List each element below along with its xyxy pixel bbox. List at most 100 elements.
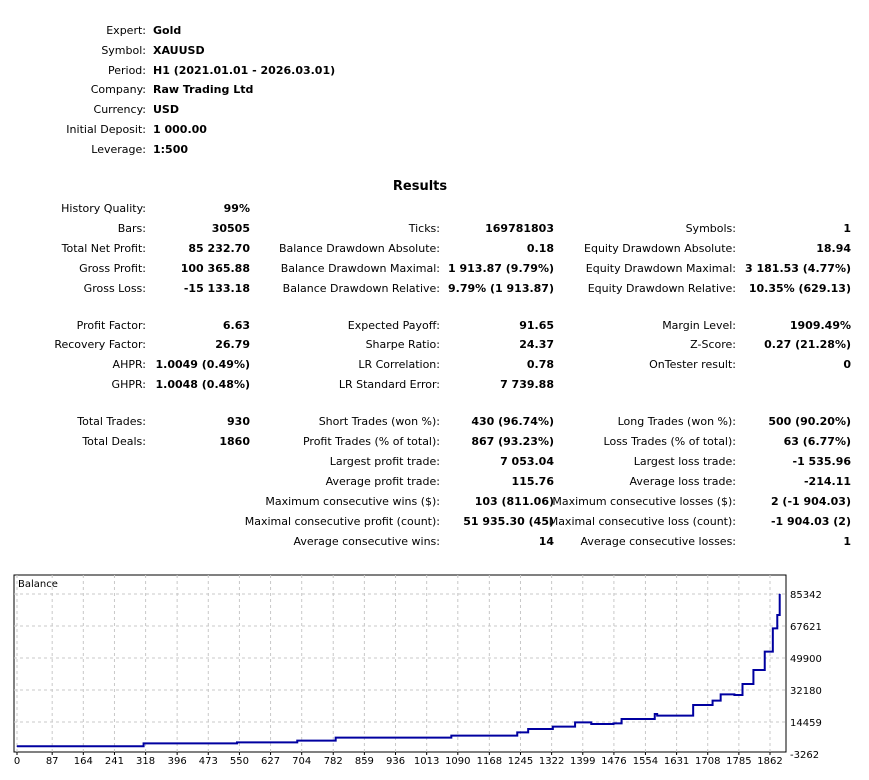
x-tick-label: 1862 [757,756,782,767]
balance-point [764,651,766,653]
balance-point [612,722,614,724]
x-tick-label: 1708 [695,756,720,767]
x-tick-label: 473 [199,756,218,767]
header-value: 1:500 [153,142,189,156]
stat-label: Largest loss trade: [633,454,736,468]
x-tick-label: 1322 [539,756,564,767]
stat-value: 91.65 [519,318,554,332]
header-label: Leverage: [91,142,146,156]
stat-label: Symbols: [685,221,736,235]
header-value: Raw Trading Ltd [153,83,254,97]
balance-point [776,614,778,616]
x-tick-label: 1245 [508,756,533,767]
x-tick-label: 1090 [445,756,470,767]
y-tick-label: 85342 [790,590,822,601]
x-tick-label: 859 [355,756,374,767]
stat-label: Balance Drawdown Absolute: [278,241,440,255]
stat-label: Balance Drawdown Maximal: [280,261,440,275]
stat-label: GHPR: [111,378,146,392]
balance-point [574,721,576,723]
stat-value: 103 (811.06) [474,494,554,508]
stat-label: OnTester result: [649,358,736,372]
x-tick-label: 936 [386,756,405,767]
stat-label: Long Trades (won %): [617,415,736,429]
header-label: Currency: [93,103,146,117]
y-tick-label: 49900 [790,654,822,665]
stat-value: 3 181.53 (4.77%) [745,261,851,275]
stat-label: Average consecutive wins: [293,534,440,548]
stat-value: 115.76 [511,474,554,488]
stat-value: 500 (90.20%) [768,415,851,429]
balance-point [712,700,714,702]
stat-label: Gross Profit: [79,261,146,275]
stat-label: Equity Drawdown Absolute: [584,241,736,255]
header-label: Symbol: [101,43,146,57]
header-label: Expert: [106,24,146,37]
stat-value: 7 739.88 [500,378,554,392]
x-tick-label: 550 [230,756,249,767]
stat-label: Maximum consecutive wins ($): [265,494,440,508]
y-tick-label: -3262 [790,750,819,761]
stat-value: 51 935.30 (45) [463,514,554,528]
balance-point [654,713,656,715]
x-tick-label: 396 [168,756,187,767]
balance-point [692,704,694,706]
x-tick-label: 1631 [664,756,689,767]
balance-point [733,694,735,696]
stat-label: Average consecutive losses: [580,534,736,548]
plot-area [13,574,787,753]
balance-point [752,669,754,671]
x-tick-label: 782 [324,756,343,767]
x-tick-label: 87 [46,756,59,767]
balance-point [335,737,337,739]
stat-value: 26.79 [215,338,250,352]
results-title: Results [392,179,448,194]
header-value: H1 (2021.01.01 - 2026.03.01) [153,63,336,77]
balance-point [296,740,298,742]
stat-value: -1 904.03 (2) [770,514,851,528]
stat-value: 18.94 [816,241,851,255]
stat-label: Maximal consecutive profit (count): [244,514,440,528]
y-tick-label: 32180 [790,686,822,697]
stat-label: Average profit trade: [325,474,440,488]
stat-label: Largest profit trade: [329,454,440,468]
balance-point [779,593,781,595]
balance-point [16,745,18,747]
stat-label: AHPR: [112,358,146,372]
stat-value: 1.0048 (0.48%) [155,378,251,392]
stat-label: Maximum consecutive losses ($): [552,494,736,508]
stat-label: Equity Drawdown Maximal: [585,261,736,275]
stat-label: Short Trades (won %): [318,415,440,429]
balance-point [236,741,238,743]
x-tick-label: 1399 [570,756,595,767]
stat-label: Ticks: [408,221,440,235]
stat-label: Gross Loss: [83,281,146,295]
stat-value: 2 (-1 904.03) [770,494,851,508]
x-tick-label: 0 [14,756,20,767]
x-tick-label: 1013 [414,756,439,767]
balance-point [772,627,774,629]
stat-value: 24.37 [519,338,554,352]
x-tick-label: 318 [136,756,155,767]
balance-point [552,726,554,728]
balance-point [590,723,592,725]
stat-value: 6.63 [222,318,250,332]
stat-label: Average loss trade: [629,474,736,488]
header-label: Company: [90,83,146,97]
stat-value: 1.0049 (0.49%) [155,358,251,372]
stat-label: Equity Drawdown Relative: [587,281,736,295]
stat-label: Z-Score: [690,338,736,352]
x-tick-label: 241 [105,756,124,767]
balance-point [527,728,529,730]
balance-point [621,718,623,720]
balance-chart: 85342 67621 49900 32180 14459 -3262 0 87 164 241 3… [13,574,822,767]
stat-value: 100 365.88 [180,261,250,275]
stat-value: 7 053.04 [500,454,554,468]
stat-value: 1 [843,534,851,548]
balance-point [450,735,452,737]
stat-label: Sharpe Ratio: [365,338,440,352]
stat-value: 9.79% (1 913.87) [448,281,554,295]
header-label: Initial Deposit: [66,123,146,136]
stat-value: 1 [843,221,851,235]
stat-value: 99% [223,202,250,215]
